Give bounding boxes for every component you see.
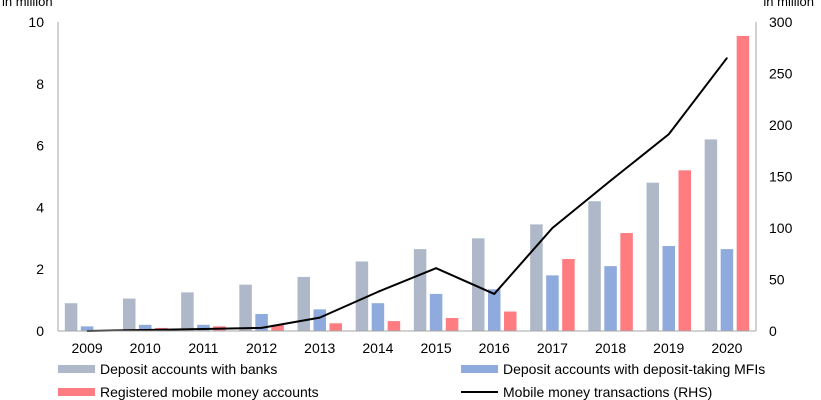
bar-3-2017 [562, 259, 575, 331]
bar-1-2019 [646, 182, 659, 331]
bar-2-2018 [604, 266, 617, 331]
line-point-2016 [493, 293, 496, 295]
x-tick-label: 2012 [246, 340, 277, 356]
left-tick-label: 4 [36, 199, 44, 215]
bar-2-2011 [197, 324, 210, 331]
bar-3-2016 [504, 311, 517, 331]
bar-3-2020 [736, 35, 750, 332]
line-point-2017 [551, 227, 554, 229]
legend-label-3: Registered mobile money accounts [100, 384, 319, 400]
line-point-2015 [435, 267, 437, 269]
bar-2-2010 [139, 324, 152, 331]
bar-1-2010 [123, 298, 136, 331]
bar-3-2014 [387, 321, 401, 331]
bar-3-2015 [445, 318, 459, 331]
bar-1-2020 [704, 139, 718, 331]
right-tick-label: 100 [769, 220, 793, 236]
line-point-2019 [667, 133, 670, 136]
x-tick-label: 2020 [711, 340, 742, 356]
right-tick-label: 150 [769, 169, 793, 185]
legend-label-2: Deposit accounts with deposit-taking MFI… [503, 361, 765, 377]
legend-swatch-1 [58, 365, 95, 373]
left-axis-title: in million [2, 0, 53, 9]
legend-swatch-2 [461, 365, 498, 373]
bar-2-2017 [546, 275, 559, 331]
x-tick-label: 2018 [595, 340, 626, 356]
line-point-2011 [202, 328, 205, 330]
bar-1-2016 [472, 238, 485, 331]
x-tick-label: 2011 [188, 340, 218, 356]
x-tick-label: 2016 [479, 340, 510, 356]
line-point-2010 [144, 329, 147, 331]
right-tick-label: 0 [769, 323, 777, 339]
right-tick-label: 250 [769, 66, 793, 82]
bar-2-2013 [313, 309, 326, 331]
right-axis-title: in million [763, 0, 814, 9]
left-tick-label: 8 [36, 76, 44, 92]
bar-1-2011 [181, 292, 194, 332]
bar-3-2013 [329, 323, 342, 331]
right-tick-label: 300 [769, 14, 793, 30]
line-point-2018 [609, 179, 612, 182]
bar-3-2012 [271, 324, 284, 331]
bar-3-2019 [678, 170, 691, 331]
bar-1-2012 [239, 284, 252, 331]
bar-3-2018 [620, 233, 633, 331]
series-line-1 [87, 57, 728, 332]
bar-2-2009 [80, 326, 94, 331]
x-tick-label: 2014 [362, 340, 393, 356]
line-point-2014 [377, 291, 379, 293]
bar-2-2020 [720, 249, 734, 331]
bar-1-2018 [588, 201, 601, 331]
bar-1-2013 [297, 276, 310, 331]
bar-1-2015 [413, 249, 427, 331]
bar-2-2019 [662, 246, 675, 331]
x-tick-label: 2009 [72, 340, 103, 356]
left-tick-label: 2 [36, 261, 44, 277]
x-tick-label: 2010 [130, 340, 161, 356]
right-tick-label: 50 [769, 272, 785, 288]
legend: Deposit accounts with banks Deposit accou… [58, 361, 765, 400]
line-point-2020 [726, 57, 728, 59]
bar-2-2015 [429, 293, 443, 331]
bar-1-2014 [355, 261, 369, 331]
line-point-2013 [318, 316, 321, 319]
legend-label-4: Mobile money transactions (RHS) [503, 384, 712, 400]
left-tick-label: 0 [36, 323, 44, 339]
right-tick-label: 200 [769, 117, 793, 133]
x-tick-label: 2017 [537, 340, 568, 356]
x-tick-label: 2013 [304, 340, 335, 356]
bar-2-2014 [371, 303, 385, 331]
bar-1-2009 [64, 303, 78, 331]
line-point-2012 [260, 327, 263, 329]
x-tick-label: 2019 [653, 340, 684, 356]
bars-layer [64, 35, 750, 332]
legend-swatch-3 [58, 388, 95, 396]
left-tick-label: 6 [36, 138, 44, 154]
bar-2-2016 [488, 289, 501, 331]
x-tick-label: 2015 [421, 340, 452, 356]
legend-label-1: Deposit accounts with banks [100, 361, 277, 377]
left-tick-label: 10 [28, 14, 44, 30]
